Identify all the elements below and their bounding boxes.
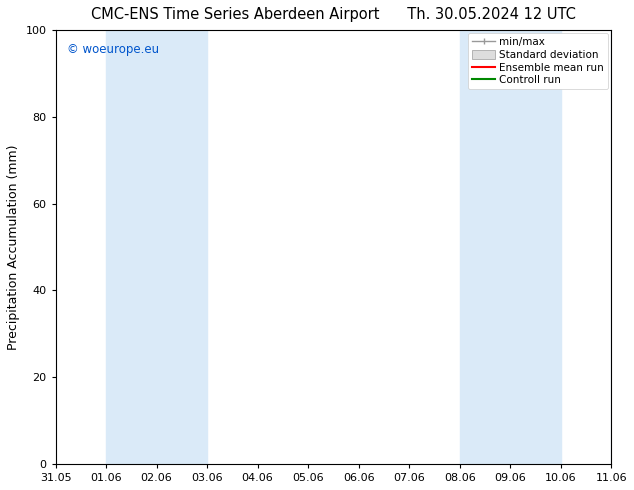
- Legend: min/max, Standard deviation, Ensemble mean run, Controll run: min/max, Standard deviation, Ensemble me…: [468, 33, 608, 89]
- Title: CMC-ENS Time Series Aberdeen Airport      Th. 30.05.2024 12 UTC: CMC-ENS Time Series Aberdeen Airport Th.…: [91, 7, 576, 22]
- Bar: [460, 30, 560, 464]
- Y-axis label: Precipitation Accumulation (mm): Precipitation Accumulation (mm): [7, 144, 20, 350]
- Bar: [611, 30, 634, 464]
- Bar: [106, 30, 207, 464]
- Text: © woeurope.eu: © woeurope.eu: [67, 43, 158, 56]
